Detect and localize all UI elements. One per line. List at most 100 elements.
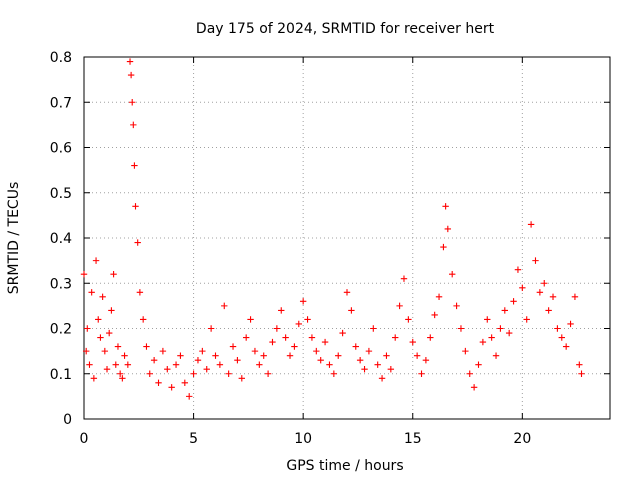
data-point: [554, 325, 561, 332]
data-point: [121, 352, 128, 359]
data-point: [501, 307, 508, 314]
data-point: [435, 293, 443, 301]
data-point: [396, 302, 403, 310]
data-point: [510, 298, 517, 305]
chart-title: Day 175 of 2024, SRMTID for receiver her…: [196, 21, 495, 37]
data-point: [457, 325, 465, 332]
data-point: [466, 370, 473, 377]
data-point: [492, 352, 500, 359]
data-point: [475, 361, 482, 368]
data-point: [330, 370, 338, 377]
data-point: [247, 316, 254, 323]
data-point: [444, 225, 452, 233]
data-point: [212, 352, 219, 359]
data-point: [578, 370, 585, 377]
data-point: [207, 325, 215, 332]
data-point: [427, 334, 434, 341]
data-point: [370, 325, 377, 332]
data-point: [229, 343, 237, 350]
data-point: [82, 347, 90, 355]
data-point: [361, 366, 368, 373]
data-point: [392, 334, 399, 341]
data-point: [134, 239, 141, 246]
data-point: [101, 347, 109, 355]
data-point: [131, 162, 138, 169]
data-point: [269, 338, 276, 346]
data-point: [90, 375, 98, 382]
data-point: [545, 307, 552, 314]
data-point: [527, 221, 535, 228]
data-point: [286, 352, 294, 359]
data-point: [505, 329, 513, 337]
data-point: [343, 289, 351, 296]
data-point: [172, 361, 180, 368]
data-point: [317, 356, 324, 364]
data-point: [116, 370, 124, 377]
data-point: [413, 352, 421, 359]
data-point: [146, 370, 153, 377]
data-point: [532, 257, 539, 264]
data-point: [567, 320, 574, 328]
data-point: [132, 203, 139, 210]
data-point: [92, 257, 100, 264]
data-point: [95, 316, 102, 323]
data-point: [186, 393, 193, 400]
data-point: [295, 320, 302, 328]
x-tick-label: 0: [80, 431, 89, 447]
data-point: [440, 243, 447, 251]
data-point: [282, 334, 289, 341]
data-point: [549, 293, 557, 301]
data-point: [335, 352, 342, 359]
data-point: [519, 284, 526, 291]
data-point: [97, 334, 104, 341]
x-tick-label: 5: [189, 431, 198, 447]
data-point: [225, 370, 232, 377]
data-point: [536, 289, 544, 296]
grid-layer: [84, 57, 610, 419]
data-point: [470, 384, 478, 391]
data-point: [313, 347, 320, 355]
y-tick-label: 0.3: [50, 276, 72, 292]
data-point: [431, 311, 438, 319]
y-tick-label: 0.7: [50, 95, 72, 111]
data-point: [221, 302, 228, 310]
data-point: [514, 266, 522, 273]
data-point: [326, 361, 333, 368]
data-point: [352, 343, 359, 350]
data-point: [562, 343, 570, 350]
data-point: [155, 379, 162, 386]
x-axis-title: GPS time / hours: [286, 458, 403, 474]
data-point: [278, 307, 285, 314]
data-point: [130, 121, 137, 129]
data-point: [374, 361, 381, 368]
data-point: [127, 71, 135, 79]
x-tick-label: 10: [294, 431, 312, 447]
data-point: [143, 343, 150, 350]
data-point: [106, 329, 113, 337]
data-point: [405, 316, 412, 323]
data-point: [260, 352, 267, 359]
data-point: [339, 329, 346, 337]
data-point: [418, 370, 425, 377]
data-point: [558, 334, 565, 341]
data-point: [348, 307, 355, 314]
data-point: [194, 356, 202, 364]
data-point: [497, 325, 504, 332]
x-tick-label: 20: [513, 431, 531, 447]
data-point: [256, 361, 263, 368]
data-point: [576, 361, 583, 368]
data-point: [150, 356, 158, 364]
data-point: [112, 361, 119, 368]
data-point: [571, 293, 579, 301]
data-point: [238, 375, 245, 382]
data-point: [108, 307, 115, 314]
data-point: [308, 334, 316, 341]
data-point: [365, 347, 373, 355]
data-point: [541, 280, 548, 287]
data-point: [453, 302, 460, 310]
data-point: [110, 271, 117, 278]
data-point: [80, 271, 88, 278]
data-point: [422, 356, 430, 364]
data-point: [409, 338, 416, 346]
